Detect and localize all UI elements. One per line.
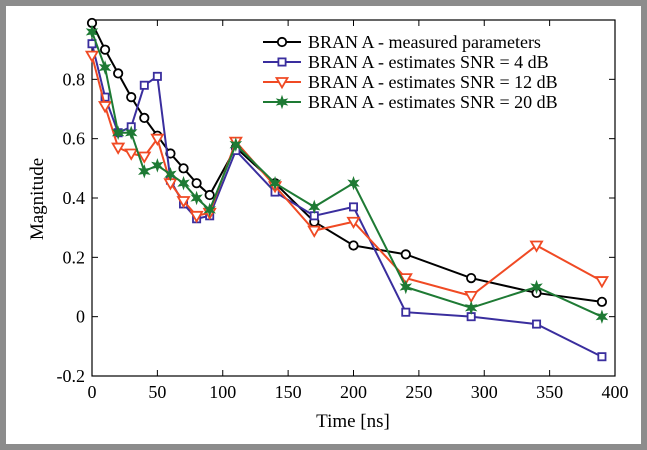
x-tick-label: 200: [340, 382, 367, 402]
x-tick-label: 350: [536, 382, 563, 402]
y-axis-label: Magnitude: [27, 158, 48, 240]
data-point: [150, 133, 165, 146]
data-point: [138, 164, 151, 179]
legend-marker: [275, 94, 289, 110]
data-point: [176, 196, 191, 209]
y-tick-label: -0.2: [57, 366, 86, 386]
legend-marker: [277, 57, 287, 67]
data-point: [532, 319, 542, 329]
data-point: [164, 167, 177, 182]
data-point: [126, 92, 137, 103]
axis-ticks: 0 50 100 150 200 250 300 350 400-0.200.20.40.60.…: [57, 20, 629, 402]
data-point: [347, 175, 360, 191]
data-point: [139, 80, 149, 90]
data-point: [307, 225, 322, 238]
data-point: [530, 279, 543, 295]
x-axis-label: Time [ns]: [316, 411, 390, 432]
data-point: [348, 202, 358, 212]
data-point: [597, 352, 607, 362]
data-point: [203, 202, 216, 218]
data-point: [124, 125, 138, 140]
x-tick-label: 300: [471, 382, 498, 402]
data-point: [346, 216, 361, 230]
x-tick-label: 50: [148, 382, 166, 402]
data-point: [85, 24, 99, 40]
data-point: [100, 92, 110, 102]
data-point: [99, 44, 111, 55]
data-point: [308, 199, 321, 215]
data-point: [124, 148, 139, 161]
data-point: [178, 163, 189, 174]
data-point: [177, 175, 190, 191]
data-point: [111, 125, 125, 140]
data-point: [268, 175, 282, 191]
data-point: [529, 240, 544, 253]
data-point: [190, 190, 203, 206]
legend-label: BRAN A - estimates SNR = 4 dB: [308, 52, 549, 72]
data-point: [348, 240, 359, 251]
x-tick-label: 0: [88, 382, 97, 402]
data-point: [400, 249, 411, 260]
legend-label: BRAN A - estimates SNR = 20 dB: [308, 92, 558, 112]
data-point: [98, 101, 113, 114]
data-point: [229, 137, 243, 152]
data-point: [84, 50, 100, 63]
data-point: [137, 151, 152, 164]
data-point: [595, 309, 609, 324]
series-layer: [84, 17, 609, 362]
y-tick-label: 0: [76, 307, 85, 327]
data-point: [111, 142, 126, 155]
legend-item: BRAN A - estimates SNR = 4 dB: [263, 52, 549, 72]
data-point: [204, 189, 215, 201]
data-point: [139, 112, 150, 124]
legend-item: BRAN A - estimates SNR = 20 dB: [263, 92, 558, 112]
data-point: [151, 158, 164, 173]
legend-item: BRAN A - estimates SNR = 12 dB: [263, 72, 558, 92]
data-point: [594, 276, 609, 289]
data-point: [152, 71, 162, 81]
data-point: [189, 210, 204, 224]
legend-item: BRAN A - measured parameters: [263, 32, 541, 52]
data-point: [191, 178, 202, 189]
data-point: [399, 279, 413, 295]
data-point: [398, 273, 413, 286]
legend-label: BRAN A - measured parameters: [308, 32, 541, 52]
data-point: [113, 68, 124, 79]
x-tick-label: 400: [602, 382, 629, 402]
legend-marker: [276, 36, 288, 48]
data-point: [98, 60, 112, 75]
series-4: [85, 24, 609, 324]
legend-marker: [274, 77, 290, 90]
y-tick-label: 0.4: [63, 188, 86, 208]
y-tick-label: 0.8: [63, 69, 86, 89]
y-tick-label: 0.6: [63, 129, 86, 149]
data-point: [464, 300, 478, 315]
data-point: [464, 290, 479, 304]
y-tick-label: 0.2: [63, 247, 86, 267]
data-point: [596, 296, 608, 307]
x-tick-label: 150: [275, 382, 302, 402]
data-point: [401, 307, 411, 317]
x-tick-label: 250: [405, 382, 432, 402]
legend-label: BRAN A - estimates SNR = 12 dB: [308, 72, 558, 92]
x-tick-label: 100: [209, 382, 236, 402]
data-point: [466, 272, 477, 284]
